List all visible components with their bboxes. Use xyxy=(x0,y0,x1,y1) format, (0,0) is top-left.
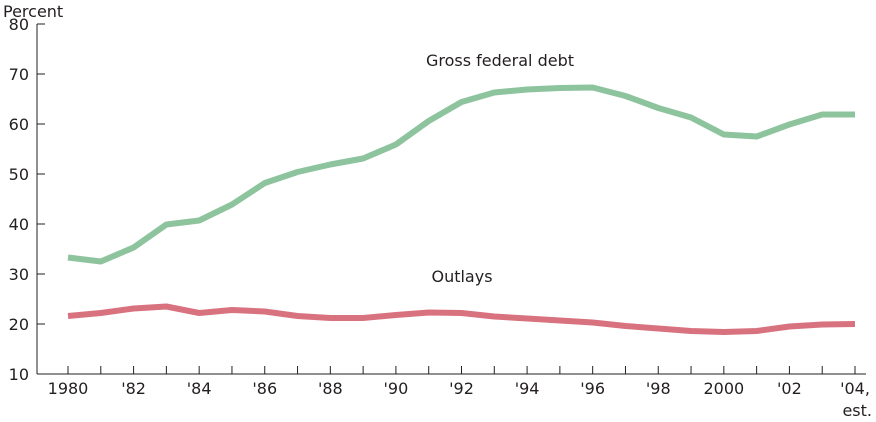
series-label-gross-federal-debt: Gross federal debt xyxy=(426,51,574,70)
y-tick-label: 70 xyxy=(9,65,29,84)
series-line-outlays xyxy=(67,303,856,335)
y-tick-label: 80 xyxy=(9,15,29,34)
series-label-outlays: Outlays xyxy=(431,267,492,286)
x-tick-label: '04, xyxy=(840,379,870,398)
x-tick-label: '86 xyxy=(252,379,277,398)
y-tick-label: 40 xyxy=(9,215,29,234)
y-tick-label: 60 xyxy=(9,115,29,134)
x-tick-label: '02 xyxy=(777,379,802,398)
y-tick-label: 50 xyxy=(9,165,29,184)
y-tick-label: 10 xyxy=(9,365,29,384)
x-tick-label: '88 xyxy=(318,379,343,398)
x-tick-label: '98 xyxy=(646,379,671,398)
series-lines xyxy=(67,84,856,335)
series-line-gross-federal-debt xyxy=(67,84,855,265)
y-tick-label: 20 xyxy=(9,315,29,334)
x-tick-label: '94 xyxy=(515,379,540,398)
x-tick-label: '82 xyxy=(121,379,146,398)
x-tick-label: '92 xyxy=(449,379,474,398)
x-tick-label: '84 xyxy=(187,379,212,398)
x-tick-label: 1980 xyxy=(48,379,89,398)
y-tick-label: 30 xyxy=(9,265,29,284)
x-tick-label: '90 xyxy=(384,379,409,398)
series-labels: Gross federal debt Outlays xyxy=(426,51,574,286)
x-tick-label: '96 xyxy=(580,379,605,398)
y-axis-title: Percent xyxy=(3,2,63,21)
x-tick-sublabel: est. xyxy=(842,401,872,420)
axes: 10 20 30 40 50 60 70 80 1980 '82 '84 '86 '88 '90 '92 '9… xyxy=(9,15,872,420)
x-tick-label: 2000 xyxy=(703,379,744,398)
